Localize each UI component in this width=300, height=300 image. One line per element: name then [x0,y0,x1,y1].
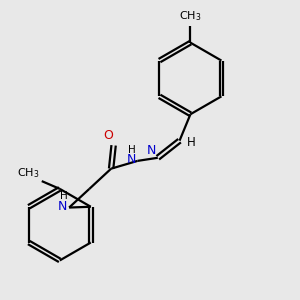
Text: CH$_3$: CH$_3$ [179,9,202,23]
Text: H: H [60,191,68,201]
Text: H: H [128,145,136,155]
Text: CH$_3$: CH$_3$ [17,166,39,180]
Text: H: H [186,136,195,149]
Text: O: O [103,129,113,142]
Text: N: N [127,154,136,166]
Text: N: N [147,143,156,157]
Text: N: N [58,200,68,213]
